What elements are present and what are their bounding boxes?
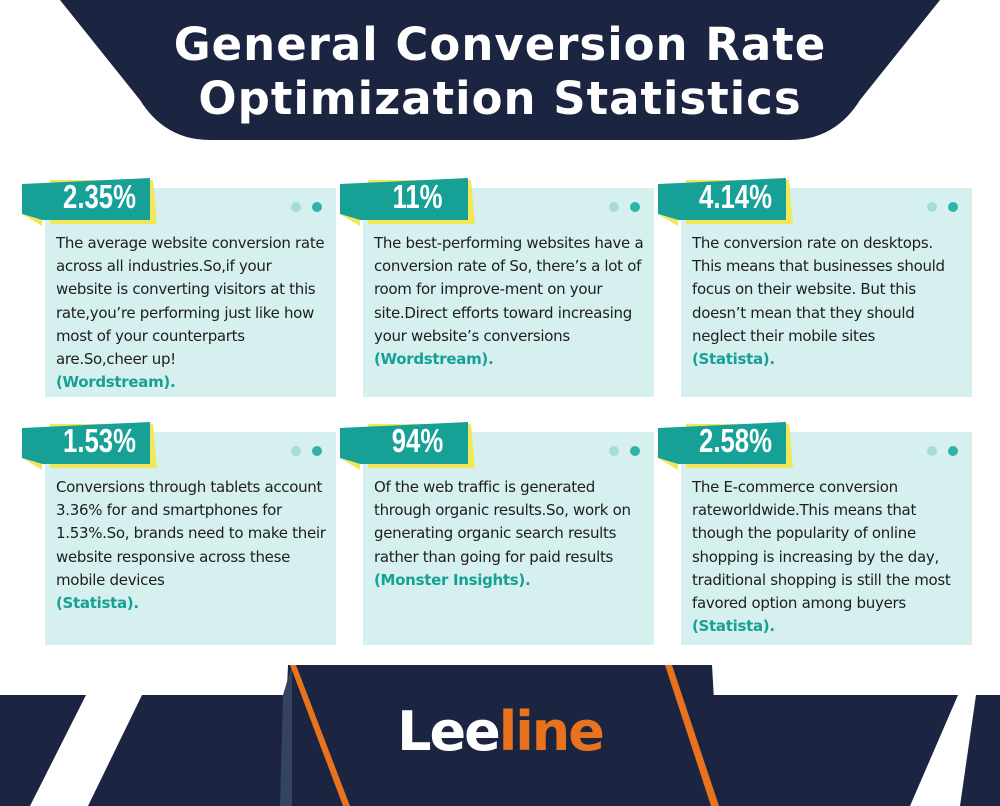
stat-description: The conversion rate on desktops. This me… xyxy=(692,232,966,371)
stat-text: Conversions through tablets account 3.36… xyxy=(56,478,326,589)
stat-source: (Wordstream). xyxy=(56,373,176,392)
title-line-2: Optimization Statistics xyxy=(198,72,802,125)
stat-value: 11% xyxy=(392,178,443,215)
stat-card: 4.14% The conversion rate on desktops. T… xyxy=(658,178,972,397)
stat-source: (Statista). xyxy=(692,350,775,369)
title-line-1: General Conversion Rate xyxy=(173,18,827,71)
stat-text: The conversion rate on desktops. This me… xyxy=(692,234,945,345)
dots-icon xyxy=(280,441,322,460)
dots-icon xyxy=(280,197,322,216)
stat-tag: 1.53% xyxy=(22,422,157,470)
footer-banner xyxy=(0,665,1000,806)
stat-card: 11% The best-performing websites have a … xyxy=(340,178,654,397)
stat-text: Of the web traffic is generated through … xyxy=(374,478,631,566)
stat-card: 1.53% Conversions through tablets accoun… xyxy=(22,422,336,645)
stat-text: The best-performing websites have a conv… xyxy=(374,234,644,345)
dots-icon xyxy=(916,197,958,216)
dots-icon xyxy=(916,441,958,460)
orange-stripe-left xyxy=(290,665,350,806)
stat-text: The average website conversion rate acro… xyxy=(56,234,325,369)
stat-card: 94% Of the web traffic is generated thro… xyxy=(340,422,654,645)
stat-tag: 94% xyxy=(340,422,475,470)
stat-text: The E-commerce conversion rateworldwide.… xyxy=(692,478,951,613)
header-banner xyxy=(60,0,940,140)
dots-icon xyxy=(598,197,640,216)
stat-tag: 11% xyxy=(340,178,475,226)
orange-stripe-right xyxy=(665,665,719,806)
stat-tag: 2.58% xyxy=(658,422,793,470)
stat-tag: 4.14% xyxy=(658,178,793,226)
stat-tag: 2.35% xyxy=(22,178,157,226)
stat-source: (Wordstream). xyxy=(374,350,494,369)
leeline-logo: Leeline xyxy=(0,700,1000,763)
stat-description: The average website conversion rate acro… xyxy=(56,232,330,394)
stat-value: 4.14% xyxy=(698,178,772,215)
stat-value: 94% xyxy=(391,422,444,459)
stat-description: The E-commerce conversion rateworldwide.… xyxy=(692,476,966,638)
logo-part-2: line xyxy=(498,700,605,763)
stat-source: (Statista). xyxy=(692,617,775,636)
stat-value: 2.58% xyxy=(698,422,772,459)
stat-value: 1.53% xyxy=(62,422,136,459)
page-title: General Conversion Rate Optimization Sta… xyxy=(0,18,1000,126)
stat-description: Conversions through tablets account 3.36… xyxy=(56,476,330,615)
stat-card: 2.35% The average website conversion rat… xyxy=(22,178,336,397)
stat-source: (Monster Insights). xyxy=(374,570,531,589)
stat-card: 2.58% The E-commerce conversion rateworl… xyxy=(658,422,972,645)
stat-description: The best-performing websites have a conv… xyxy=(374,232,648,371)
stat-value: 2.35% xyxy=(62,178,136,215)
logo-part-1: Lee xyxy=(397,700,501,763)
stat-source: (Statista). xyxy=(56,594,139,613)
dots-icon xyxy=(598,441,640,460)
stat-description: Of the web traffic is generated through … xyxy=(374,476,648,592)
